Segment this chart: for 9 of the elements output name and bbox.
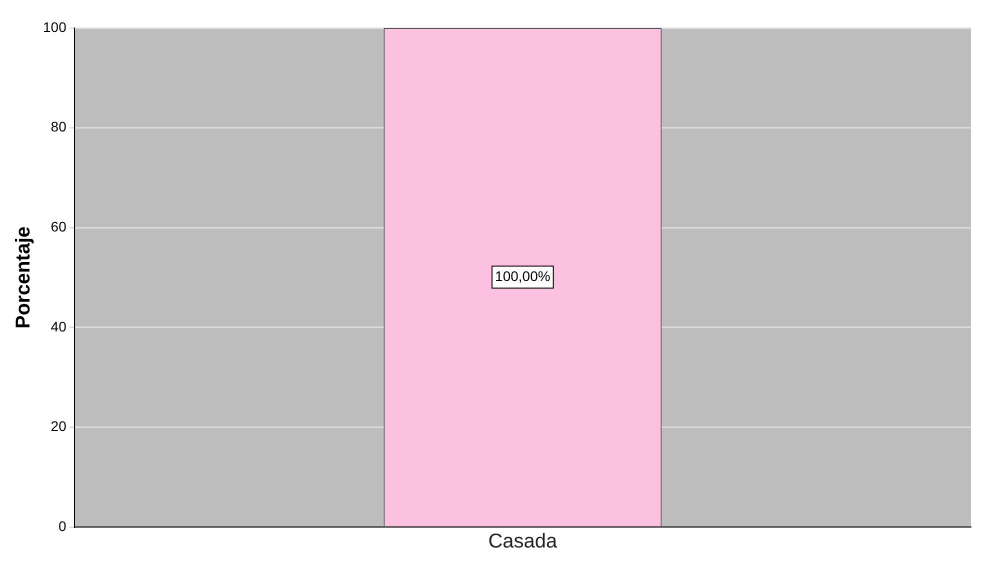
y-tick-label: 100 <box>43 18 67 35</box>
y-axis-title: Porcentaje <box>12 226 35 329</box>
y-tick-label: 80 <box>50 118 67 135</box>
y-tick-label: 20 <box>50 418 67 434</box>
y-tick-label: 60 <box>50 218 67 234</box>
y-tick-label: 0 <box>58 518 67 534</box>
y-tick-label: 40 <box>50 318 67 334</box>
x-tick-label: Casada <box>488 530 558 553</box>
data-label: 100,00% <box>495 268 550 284</box>
